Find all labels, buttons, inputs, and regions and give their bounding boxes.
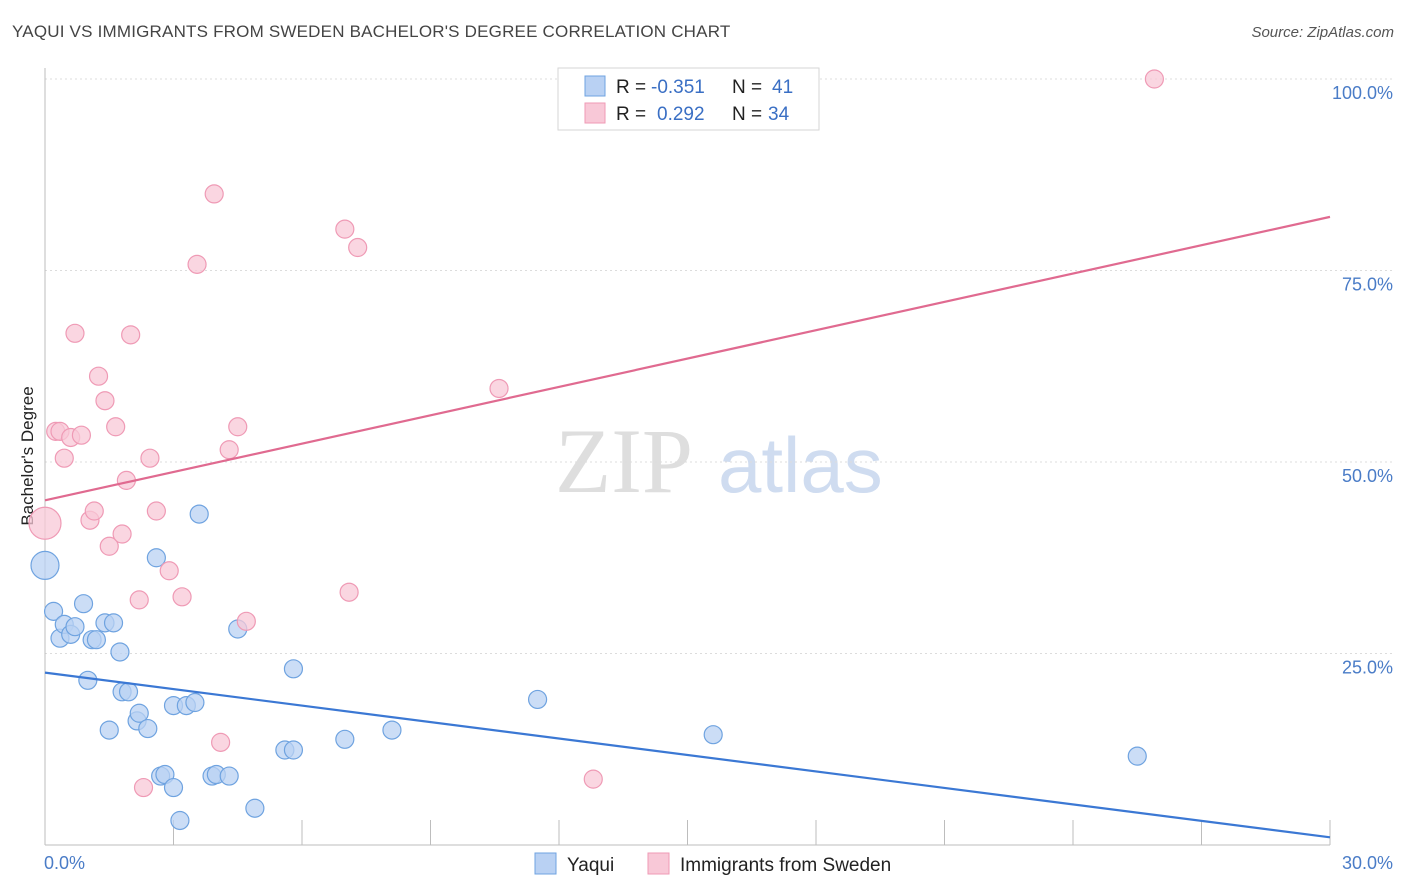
sweden-point-12 — [106, 417, 126, 437]
yaqui-point-15 — [118, 682, 139, 702]
x-tick-min: 0.0% — [44, 853, 85, 873]
series-legend-swatch-yaqui — [534, 852, 557, 875]
sweden-point-20 — [159, 561, 179, 581]
sweden-point-3 — [54, 448, 74, 468]
sweden-point-29 — [339, 582, 359, 602]
sweden-point-13 — [112, 524, 132, 544]
sweden-point-30 — [348, 237, 368, 258]
chart-source: Source: ZipAtlas.com — [1251, 24, 1394, 41]
yaqui-point-6 — [73, 594, 94, 614]
yaqui-point-17 — [129, 703, 149, 723]
y-tick-label-75: 75.0% — [1342, 275, 1393, 295]
yaqui-point-38 — [527, 689, 548, 710]
y-tick-label-50: 50.0% — [1342, 466, 1393, 486]
y-tick-label-100: 100.0% — [1332, 83, 1393, 103]
sweden-point-18 — [140, 448, 160, 468]
sweden-point-11 — [99, 536, 119, 556]
legend-r-value-1: -0.351 — [651, 77, 705, 98]
sweden-point-28 — [335, 219, 355, 239]
yaqui-point-30 — [219, 766, 239, 786]
yaqui-point-9 — [86, 630, 107, 650]
legend-swatch-sweden — [584, 102, 606, 124]
grid-lines — [45, 78, 1393, 654]
data-points — [28, 69, 1164, 831]
legend-swatch-yaqui — [584, 75, 606, 97]
legend-n-label-1: N = — [732, 77, 767, 98]
sweden-point-6 — [71, 425, 92, 445]
series-legend: Yaqui Immigrants from Sweden — [534, 852, 891, 876]
series-legend-label-yaqui: Yaqui — [567, 855, 614, 876]
yaqui-point-36 — [335, 729, 355, 749]
yaqui-point-24 — [170, 810, 190, 831]
yaqui-point-23 — [163, 777, 184, 798]
sweden-point-33 — [1144, 69, 1164, 89]
yaqui-point-11 — [99, 720, 119, 740]
series-legend-swatch-sweden — [647, 852, 670, 875]
sweden-trend-line — [44, 215, 1331, 502]
yaqui-point-40 — [1127, 746, 1147, 766]
sweden-point-8 — [84, 501, 104, 521]
sweden-point-10 — [95, 391, 115, 411]
chart-title: YAQUI VS IMMIGRANTS FROM SWEDEN BACHELOR… — [12, 22, 731, 41]
y-tick-label-25: 25.0% — [1342, 658, 1393, 678]
legend-r-label-2: R = — [616, 104, 651, 125]
legend-r-value-2: 0.292 — [657, 104, 705, 125]
yaqui-point-19 — [146, 548, 166, 568]
watermark-atlas: atlas — [718, 421, 883, 509]
yaqui-point-1 — [43, 601, 64, 621]
trend-lines — [44, 215, 1331, 839]
yaqui-point-39 — [703, 725, 723, 745]
y-axis-label: Bachelor's Degree — [18, 386, 37, 525]
yaqui-point-7 — [78, 670, 98, 690]
yaqui-point-0 — [30, 550, 60, 581]
sweden-point-27 — [236, 611, 256, 631]
y-tick-labels: 25.0% 50.0% 75.0% 100.0% — [1332, 83, 1393, 678]
sweden-point-16 — [129, 590, 149, 610]
yaqui-trend-line — [44, 671, 1331, 839]
yaqui-point-32 — [245, 798, 265, 818]
sweden-point-21 — [172, 587, 192, 607]
sweden-point-17 — [133, 777, 154, 798]
sweden-point-32 — [583, 769, 603, 789]
sweden-point-22 — [187, 254, 207, 274]
yaqui-point-35 — [283, 659, 304, 679]
legend-n-label-2: N = — [732, 104, 767, 125]
series-legend-label-sweden: Immigrants from Sweden — [680, 855, 891, 876]
sweden-point-31 — [489, 378, 509, 399]
stats-legend: R = -0.351 N = 41 R = 0.292 N = 34 — [557, 67, 820, 131]
yaqui-point-27 — [189, 504, 209, 524]
yaqui-point-26 — [185, 692, 205, 713]
x-tick-marks — [44, 820, 1331, 845]
yaqui-point-37 — [382, 720, 402, 740]
yaqui-point-12 — [103, 613, 124, 633]
legend-n-value-1: 41 — [772, 77, 793, 98]
yaqui-point-5 — [65, 617, 85, 637]
sweden-point-5 — [65, 323, 85, 343]
sweden-point-23 — [204, 184, 224, 204]
yaqui-point-34 — [283, 740, 304, 760]
x-tick-max: 30.0% — [1342, 853, 1393, 873]
sweden-point-26 — [228, 417, 248, 437]
sweden-point-0 — [28, 506, 62, 540]
watermark-zip: ZIP — [555, 410, 693, 512]
yaqui-point-13 — [110, 642, 130, 662]
sweden-point-15 — [121, 325, 141, 345]
sweden-point-19 — [146, 501, 166, 521]
legend-r-label-1: R = — [616, 77, 651, 98]
legend-n-value-2: 34 — [768, 104, 790, 125]
sweden-point-24 — [211, 732, 231, 752]
sweden-point-25 — [219, 440, 239, 460]
sweden-point-9 — [88, 366, 109, 386]
yaqui-point-18 — [138, 718, 158, 739]
